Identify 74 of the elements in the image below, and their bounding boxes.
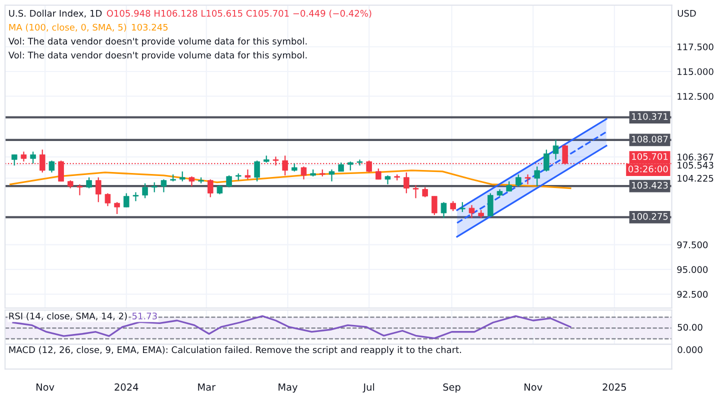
y-tick-label: 117.500 [678,43,714,50]
ref-line-label: 110.371 [632,113,668,120]
y-tick-label: 92.500 [677,290,708,298]
annotation: 103.245 [132,24,168,31]
annotation: Vol: The data vendor doesn't provide volume data for this symbol. [8,38,307,46]
candlestick [516,174,522,187]
candlestick [160,178,167,193]
candlestick [226,174,232,188]
candlestick [552,139,559,160]
candlestick [152,182,158,193]
x-tick-label: May [278,384,298,393]
candlestick [142,182,148,199]
candlestick [11,154,18,166]
candlestick [300,166,307,180]
y-tick-label: 104.225 [678,174,714,182]
candlestick [86,176,92,189]
candlestick [356,159,363,166]
candlestick [188,176,195,187]
chart-title: RSI (14, close, SMA, 14, 2) [9,312,127,320]
annotation: 03:26:00 [628,166,668,172]
x-tick-label: Nov [524,384,542,391]
text: MACD (12, 26, close, 9, EMA, EMA): Calculation failed. Remove the script and reapply it to the chart. [9,346,461,355]
candlestick [208,178,214,198]
candlestick [488,192,494,217]
candlestick [76,184,83,196]
candlestick [468,204,475,219]
candlestick [244,168,251,180]
y-tick-label: 105.543 [678,162,714,169]
y-axis-title: USD [678,10,696,17]
y-tick-label: 95.000 [677,266,708,273]
candlestick [534,166,540,187]
ref-line-label: 103.423 [632,182,668,189]
text: MA (100, close, 0, SMA, 5) [9,24,126,32]
candlestick [114,202,120,215]
annotation: Vol: The data vendor doesn't provide volume data for this symbol. [8,52,307,60]
candlestick [404,172,410,194]
candlestick [440,202,447,219]
candlestick [96,176,102,203]
x-tick-label: 2025 [602,383,626,391]
candlestick [254,160,260,182]
candlestick [104,192,111,207]
candlestick [376,168,382,180]
x-tick-label: 2024 [114,383,138,391]
candlestick [450,200,456,212]
annotation: O105.948 H106.128 L105.615 C105.701 −0.449 (−0.42%) [106,10,372,18]
x-tick-label: Mar [198,384,216,391]
candlestick [422,186,428,198]
candlestick [412,184,419,199]
y-tick-label: 97.500 [677,241,708,248]
candlestick [460,202,466,213]
line-series [10,170,572,190]
chart-title: U.S. Dollar Index, 1D [9,10,102,18]
candlestick [524,174,531,185]
candlestick [124,192,130,208]
text: 0.000 [678,346,702,354]
ref-line-label: 105.701 [632,153,668,160]
candlestick [30,151,36,164]
candlestick [432,196,438,216]
candlestick [506,180,512,192]
candlestick [132,192,139,202]
ref-line-label: 100.275 [632,213,668,220]
y-tick-label: 115.000 [678,68,714,76]
y-tick-label: 112.500 [678,92,714,100]
annotation: 51.73 [132,312,157,320]
candlestick [48,160,55,173]
x-tick-label: Jul [362,383,374,393]
candlestick [328,168,335,182]
text: 50.00 [678,324,702,331]
candlestick [180,170,186,182]
y-tick-label: 106.367 [678,154,714,160]
candlestick [544,149,550,172]
x-tick-label: Nov [36,384,54,391]
x-tick-label: Sep [443,383,460,393]
ref-line-label: 108.087 [632,136,668,143]
